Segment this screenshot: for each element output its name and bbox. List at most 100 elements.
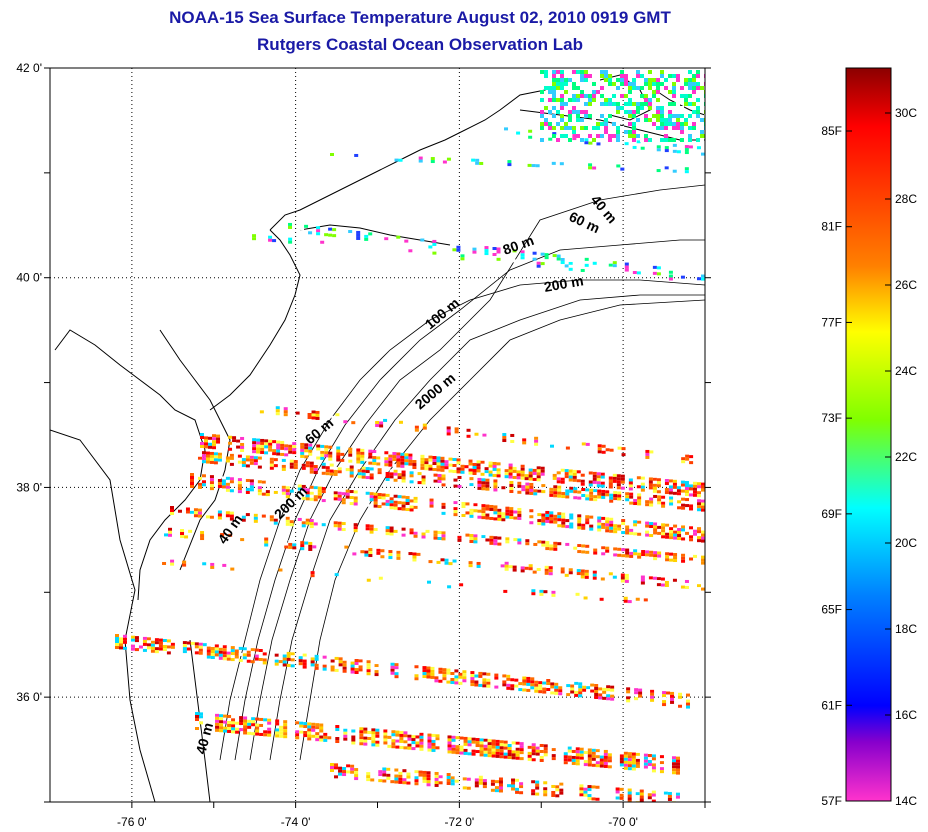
sst-pixel [316, 226, 321, 230]
sst-pixel [656, 583, 661, 587]
sst-pixel [228, 533, 233, 537]
sst-pixel [506, 686, 511, 690]
sst-pixel [556, 468, 561, 472]
sst-pixel [587, 763, 592, 767]
sst-pixel [599, 764, 604, 768]
sst-pixel [551, 754, 556, 758]
sst-pixel [130, 647, 135, 651]
sst-pixel [375, 420, 380, 424]
sst-pixel [689, 504, 694, 508]
sst-pixel [678, 695, 683, 699]
sst-pixel [659, 770, 664, 774]
sst-pixel [528, 474, 533, 478]
sst-pixel [517, 510, 522, 514]
sst-pixel [672, 74, 676, 78]
sst-pixel [379, 421, 384, 425]
sst-pixel [515, 753, 520, 757]
sst-pixel [568, 264, 573, 268]
sst-pixel [486, 684, 491, 688]
sst-pixel [243, 716, 248, 720]
sst-pixel [240, 445, 245, 449]
sst-pixel [301, 524, 306, 528]
sst-pixel [359, 742, 364, 746]
sst-pixel [556, 86, 560, 90]
sst-pixel [303, 728, 308, 732]
sst-pixel [605, 517, 610, 521]
sst-pixel [288, 240, 293, 244]
sst-pixel [653, 531, 658, 535]
sst-pixel [474, 680, 479, 684]
sst-pixel [146, 640, 151, 644]
sst-pixel [616, 98, 620, 102]
sst-pixel [418, 159, 423, 163]
sst-pixel [553, 517, 558, 521]
sst-pixel [349, 502, 354, 506]
sst-pixel [488, 464, 493, 468]
sst-pixel [660, 110, 664, 114]
sst-pixel [418, 773, 423, 777]
sst-pixel [576, 114, 580, 118]
sst-pixel [472, 247, 477, 251]
sst-pixel [146, 646, 151, 650]
sst-pixel [460, 470, 465, 474]
sst-pixel [413, 499, 418, 503]
sst-pixel [333, 494, 338, 498]
sst-pixel [422, 773, 427, 777]
sst-pixel [613, 497, 618, 501]
sst-pixel [115, 634, 119, 637]
sst-pixel [479, 161, 484, 165]
sst-pixel [540, 138, 544, 142]
sst-pixel [290, 655, 295, 659]
sst-pixel [340, 446, 345, 450]
sst-pixel [225, 511, 230, 515]
sst-pixel [420, 454, 425, 458]
sst-pixel [235, 718, 240, 722]
sst-pixel [217, 481, 222, 485]
sst-pixel [205, 454, 210, 458]
sst-pixel [506, 683, 511, 687]
sst-pixel [217, 452, 222, 456]
sst-pixel [259, 723, 264, 727]
sst-pixel [260, 450, 265, 454]
sst-pixel [549, 547, 554, 551]
sst-pixel [688, 138, 692, 142]
sst-pixel [426, 771, 431, 775]
sst-pixel [557, 515, 562, 519]
sst-pixel [677, 500, 682, 504]
sst-pixel [688, 82, 692, 86]
sst-pixel [414, 665, 419, 669]
sst-pixel [388, 451, 393, 455]
colorbar-c-label: 24C [895, 364, 917, 378]
sst-pixel [267, 727, 272, 731]
sst-pixel [451, 750, 456, 754]
sst-pixel [240, 538, 245, 542]
sst-pixel [548, 572, 553, 576]
sst-pixel [580, 90, 584, 94]
sst-pixel [700, 74, 704, 78]
sst-pixel [486, 681, 491, 685]
sst-pixel [652, 489, 657, 493]
sst-pixel [228, 536, 233, 540]
sst-pixel [656, 481, 661, 485]
sst-pixel [259, 407, 264, 411]
sst-pixel [580, 575, 585, 579]
sst-pixel [444, 457, 449, 461]
sst-pixel [587, 751, 592, 755]
sst-pixel [665, 555, 670, 559]
sst-pixel [533, 542, 538, 546]
sst-pixel [660, 126, 664, 130]
sst-pixel [685, 454, 690, 458]
sst-pixel [185, 510, 190, 514]
sst-pixel [262, 661, 267, 665]
sst-pixel [555, 788, 560, 792]
sst-pixel [659, 764, 664, 768]
sst-pixel [454, 681, 459, 685]
sst-pixel [613, 446, 618, 450]
sst-pixel [170, 506, 174, 509]
sst-pixel [640, 102, 644, 106]
sst-pixel [252, 444, 257, 448]
lon-tick-label: -72 0' [445, 815, 475, 829]
sst-pixel [600, 481, 605, 485]
sst-pixel [538, 681, 543, 685]
sst-pixel [263, 730, 268, 734]
